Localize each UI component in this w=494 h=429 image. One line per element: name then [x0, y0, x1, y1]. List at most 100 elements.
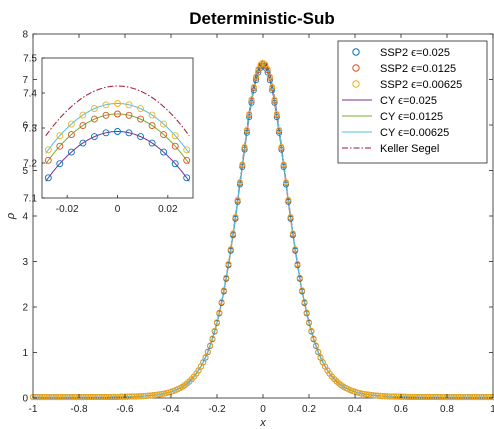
inset-marker-0: [44, 174, 52, 182]
series-marker-2: [453, 394, 460, 401]
series-marker-2: [379, 393, 386, 400]
series-marker-2: [149, 392, 156, 399]
x-axis-label: x: [259, 417, 266, 429]
inset-y-tick-label: 7.1: [23, 194, 37, 205]
legend-label-4: CY ϵ=0.0125: [380, 111, 443, 123]
inset-marker-0: [125, 129, 133, 137]
series-marker-2: [363, 391, 370, 398]
series-marker-2: [276, 126, 283, 133]
series-marker-2: [41, 394, 48, 401]
series-marker-2: [158, 390, 165, 397]
inset-marker-2: [125, 101, 133, 109]
series-marker-2: [264, 65, 271, 72]
inset-marker-1: [102, 111, 110, 119]
series-marker-2: [140, 393, 147, 400]
x-tick-label: 0.8: [440, 404, 454, 415]
series-marker-2: [480, 394, 487, 401]
inset-marker-0: [90, 133, 98, 141]
series-marker-2: [213, 319, 220, 326]
inset-marker-0: [148, 139, 156, 147]
series-marker-2: [246, 111, 253, 118]
series-marker-2: [271, 96, 278, 103]
series-marker-2: [43, 394, 50, 401]
series-marker-2: [66, 394, 73, 401]
x-tick-label: -0.6: [116, 404, 134, 415]
legend-label-3: CY ϵ=0.025: [380, 95, 437, 107]
chart-title: Deterministic-Sub: [189, 9, 334, 28]
series-marker-2: [36, 394, 43, 401]
series-marker-2: [358, 390, 365, 397]
inset-marker-1: [90, 115, 98, 123]
series-marker-2: [386, 393, 393, 400]
x-tick-label: -1: [29, 404, 38, 415]
series-marker-2: [147, 392, 154, 399]
series-marker-2: [207, 342, 214, 349]
x-tick-label: 0.2: [302, 404, 316, 415]
inset-marker-1: [114, 110, 121, 118]
series-marker-2: [432, 393, 439, 400]
inset-y-tick-label: 7.5: [23, 54, 37, 65]
series-marker-2: [280, 161, 287, 168]
series-marker-2: [234, 196, 241, 203]
series-marker-2: [216, 309, 223, 316]
series-marker-2: [135, 393, 142, 400]
inset-series: [44, 85, 191, 182]
series-marker-2: [248, 96, 255, 103]
series-marker-2: [301, 298, 308, 305]
inset-marker-2: [79, 111, 87, 119]
y-tick-label: 3: [22, 257, 28, 268]
series-marker-2: [282, 179, 289, 186]
series-marker-2: [356, 389, 363, 396]
series-marker-2: [420, 393, 427, 400]
series-marker-2: [308, 327, 315, 334]
series-marker-2: [115, 393, 122, 400]
zoom-inset: -0.02 0 0.02 7.1 7.2 7.3 7.4 7.5: [23, 54, 194, 216]
x-tick-label: 1: [490, 404, 494, 415]
series-marker-2: [483, 394, 490, 401]
inset-marker-1: [148, 122, 156, 130]
series-marker-0: [236, 181, 243, 188]
series-marker-2: [156, 391, 163, 398]
inset-marker-2: [90, 105, 98, 113]
series-marker-2: [437, 393, 444, 400]
inset-marker-2: [102, 101, 110, 109]
y-tick-label: 5: [22, 166, 28, 177]
series-marker-2: [250, 83, 257, 90]
series-marker-2: [126, 393, 133, 400]
legend-marker-0: [352, 48, 360, 56]
inset-marker-0: [67, 148, 75, 156]
series-marker-2: [223, 274, 230, 281]
series-marker-2: [273, 111, 280, 118]
series-marker-2: [266, 73, 273, 80]
series-marker-2: [430, 393, 437, 400]
series-marker-0: [248, 99, 255, 106]
inset-marker-1: [160, 131, 168, 139]
series-marker-0: [250, 87, 257, 94]
legend: SSP2 ϵ=0.025 SSP2 ϵ=0.0125 SSP2 ϵ=0.00625 C…: [337, 40, 488, 164]
inset-marker-2: [148, 111, 156, 119]
series-marker-2: [310, 335, 317, 342]
series-marker-2: [80, 394, 87, 401]
series-marker-2: [416, 393, 423, 400]
inset-axes-ticks: -0.02 0 0.02 7.1 7.2 7.3 7.4 7.5: [23, 54, 178, 216]
inset-marker-1: [137, 115, 145, 123]
inset-marker-1: [79, 122, 87, 130]
series-marker-2: [388, 393, 395, 400]
series-marker-2: [64, 394, 71, 401]
y-tick-label: 4: [22, 212, 28, 223]
series-marker-2: [425, 393, 432, 400]
series-marker-2: [365, 391, 372, 398]
series-marker-2: [312, 342, 319, 349]
series-marker-2: [202, 354, 209, 361]
series-marker-2: [457, 394, 464, 401]
inset-marker-2: [183, 146, 191, 154]
series-marker-2: [117, 393, 124, 400]
series-marker-2: [34, 394, 41, 401]
inset-marker-1: [67, 131, 75, 139]
series-marker-2: [227, 246, 234, 253]
inset-marker-0: [137, 133, 145, 141]
series-marker-2: [439, 394, 446, 401]
series-marker-2: [39, 394, 46, 401]
inset-y-tick-label: 7.3: [23, 124, 37, 135]
series-marker-2: [285, 196, 292, 203]
